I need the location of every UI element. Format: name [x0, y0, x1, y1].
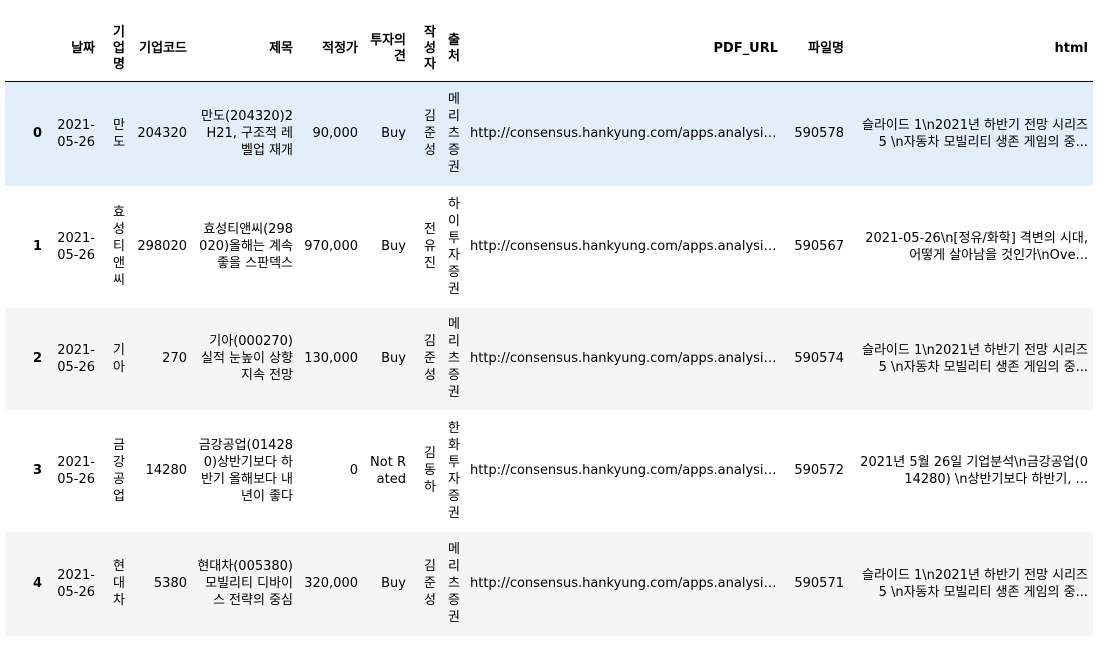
cell-company: 만도	[113, 117, 125, 150]
cell-opinion: Not Rated	[370, 454, 406, 487]
col-header-target-price: 적정가	[298, 16, 363, 82]
cell-file: 590567	[794, 239, 844, 254]
cell-file: 590572	[794, 463, 844, 478]
col-header-html: html	[849, 16, 1093, 82]
cell-target-price: 90,000	[312, 126, 359, 142]
cell-source: 메리츠증권	[448, 542, 460, 625]
row-index: 3	[32, 463, 42, 478]
cell-pdf-url: http://consensus.hankyung.com/apps.analy…	[470, 351, 783, 366]
cell-date: 2021-05-26	[57, 342, 95, 375]
cell-pdf-url: http://consensus.hankyung.com/apps.analy…	[470, 126, 783, 142]
row-index: 2	[32, 351, 42, 366]
cell-file: 590578	[794, 126, 844, 142]
cell-source: 하이투자증권	[448, 196, 460, 297]
cell-source: 한화투자증권	[448, 420, 460, 521]
col-header-index	[5, 16, 47, 82]
cell-code: 204320	[137, 126, 187, 142]
cell-code: 270	[162, 351, 187, 366]
cell-html: 2021년 5월 26일 기업분석\n금강공업(014280) \n상반기보다 …	[860, 454, 1088, 487]
cell-code: 298020	[137, 239, 187, 254]
table-row[interactable]: 1 2021-05-26 효성티앤씨 298020 효성티앤씨(298020)올…	[5, 186, 1093, 308]
col-header-file: 파일명	[783, 16, 849, 82]
cell-title: 현대차(005380)모빌리티 디바이스 전략의 중심	[197, 559, 293, 608]
cell-opinion: Buy	[381, 576, 406, 591]
cell-author: 김준성	[424, 334, 436, 383]
cell-date: 2021-05-26	[57, 117, 95, 150]
cell-company: 현대차	[113, 559, 125, 608]
table-row[interactable]: 4 2021-05-26 현대차 5380 현대차(005380)모빌리티 디바…	[5, 531, 1093, 636]
cell-html: 슬라이드 1\n2021년 하반기 전망 시리즈 5 \n자동차 모빌리티 생존…	[862, 342, 1088, 375]
col-header-opinion: 투자의견	[363, 16, 411, 82]
cell-html: 슬라이드 1\n2021년 하반기 전망 시리즈 5 \n자동차 모빌리티 생존…	[862, 567, 1088, 600]
table-row[interactable]: 2 2021-05-26 기아 270 기아(000270) 실적 눈높이 상향…	[5, 307, 1093, 410]
dataframe-table: 날짜 기업명 기업코드 제목 적정가 투자의견 작성자 출처 PDF_URL 파…	[5, 16, 1093, 636]
col-header-source: 출처	[441, 16, 465, 82]
cell-company: 기아	[113, 342, 125, 375]
cell-date: 2021-05-26	[57, 567, 95, 600]
cell-target-price: 130,000	[304, 351, 358, 366]
col-header-title: 제목	[192, 16, 298, 82]
cell-source: 메리츠증권	[448, 317, 460, 400]
row-index: 4	[32, 576, 42, 591]
cell-opinion: Buy	[381, 239, 406, 254]
cell-file: 590571	[794, 576, 844, 591]
cell-target-price: 320,000	[304, 576, 358, 591]
cell-opinion: Buy	[381, 351, 406, 366]
col-header-pdf-url: PDF_URL	[465, 16, 783, 82]
cell-date: 2021-05-26	[57, 454, 95, 487]
col-header-date: 날짜	[47, 16, 100, 82]
cell-pdf-url: http://consensus.hankyung.com/apps.analy…	[470, 239, 783, 254]
cell-pdf-url: http://consensus.hankyung.com/apps.analy…	[470, 463, 783, 478]
cell-html: 2021-05-26\n[정유/화학] 격변의 시대, 어떻게 살아남을 것인가…	[865, 230, 1088, 263]
cell-target-price: 970,000	[304, 239, 358, 254]
table-row[interactable]: 0 2021-05-26 만도 204320 만도(204320)2H21, 구…	[5, 81, 1093, 186]
cell-code: 14280	[145, 463, 187, 478]
col-header-author: 작성자	[411, 16, 441, 82]
row-index: 1	[32, 239, 42, 254]
table-body: 0 2021-05-26 만도 204320 만도(204320)2H21, 구…	[5, 81, 1093, 636]
col-header-code: 기업코드	[130, 16, 192, 82]
cell-title: 효성티앤씨(298020)올해는 계속 좋을 스판덱스	[199, 222, 293, 271]
cell-author: 김동하	[424, 446, 436, 495]
cell-title: 금강공업(014280)상반기보다 하반기 올해보다 내년이 좋다	[198, 437, 293, 504]
cell-title: 만도(204320)2H21, 구조적 레벨업 재개	[201, 109, 293, 159]
cell-html: 슬라이드 1\n2021년 하반기 전망 시리즈 5 \n자동차 모빌리티 생존…	[862, 117, 1088, 150]
cell-source: 메리츠증권	[448, 92, 460, 176]
cell-target-price: 0	[349, 463, 358, 478]
table-header: 날짜 기업명 기업코드 제목 적정가 투자의견 작성자 출처 PDF_URL 파…	[5, 16, 1093, 82]
cell-file: 590574	[794, 351, 844, 366]
table-row[interactable]: 3 2021-05-26 금강공업 14280 금강공업(014280)상반기보…	[5, 410, 1093, 532]
col-header-company: 기업명	[100, 16, 130, 82]
cell-title: 기아(000270) 실적 눈높이 상향 지속 전망	[201, 334, 293, 383]
cell-date: 2021-05-26	[57, 230, 95, 263]
cell-author: 김준성	[424, 559, 436, 608]
row-index: 0	[32, 126, 42, 142]
cell-company: 금강공업	[113, 437, 125, 504]
cell-opinion: Buy	[381, 126, 406, 142]
cell-author: 김준성	[424, 109, 436, 159]
cell-company: 효성티앤씨	[113, 205, 125, 288]
cell-pdf-url: http://consensus.hankyung.com/apps.analy…	[470, 576, 783, 591]
cell-author: 전유진	[424, 222, 436, 271]
cell-code: 5380	[153, 576, 187, 591]
